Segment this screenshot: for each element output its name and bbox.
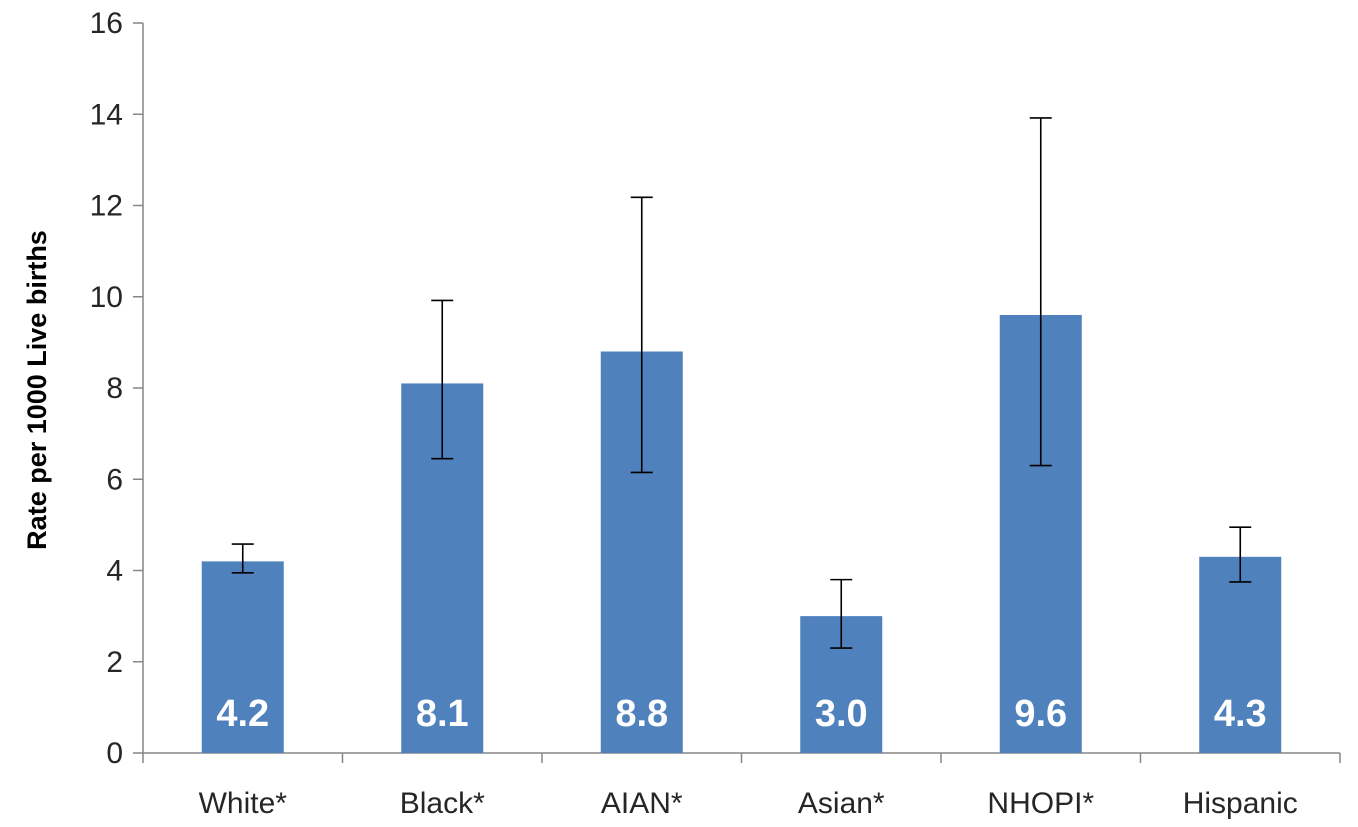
y-axis-title: Rate per 1000 Live births xyxy=(22,230,52,550)
y-tick-label: 16 xyxy=(90,7,123,40)
x-category-label: Black* xyxy=(400,787,485,820)
bar-data-label: 4.3 xyxy=(1214,693,1267,735)
y-tick-label: 14 xyxy=(90,98,123,131)
bar-data-label: 8.8 xyxy=(615,693,668,735)
y-tick-label: 4 xyxy=(106,555,123,588)
data-labels: 4.2 8.1 8.8 3.0 9.6 4.3 xyxy=(216,693,1266,735)
x-axis: White* Black* AIAN* Asian* NHOPI* Hispanic xyxy=(142,752,1341,820)
x-category-label: NHOPI* xyxy=(987,787,1094,820)
y-tick-label: 6 xyxy=(106,463,123,496)
bar-data-label: 4.2 xyxy=(216,693,269,735)
x-category-label: White* xyxy=(199,787,288,820)
x-category-label: AIAN* xyxy=(601,787,683,820)
x-category-label: Hispanic xyxy=(1183,787,1298,820)
bar-data-label: 9.6 xyxy=(1014,693,1067,735)
error-bars xyxy=(231,117,1252,649)
y-tick-label: 12 xyxy=(90,190,123,223)
x-category-label: Asian* xyxy=(798,787,885,820)
y-tick-label: 10 xyxy=(90,281,123,314)
bar xyxy=(201,561,284,753)
bars xyxy=(201,315,1282,753)
y-tick-label: 8 xyxy=(106,372,123,405)
bar-data-label: 8.1 xyxy=(416,693,469,735)
y-axis: 0 2 4 6 8 10 12 14 16 xyxy=(90,7,144,770)
bar xyxy=(1199,556,1282,753)
y-tick-label: 0 xyxy=(106,737,123,770)
bar-data-label: 3.0 xyxy=(815,693,868,735)
y-tick-label: 2 xyxy=(106,646,123,679)
